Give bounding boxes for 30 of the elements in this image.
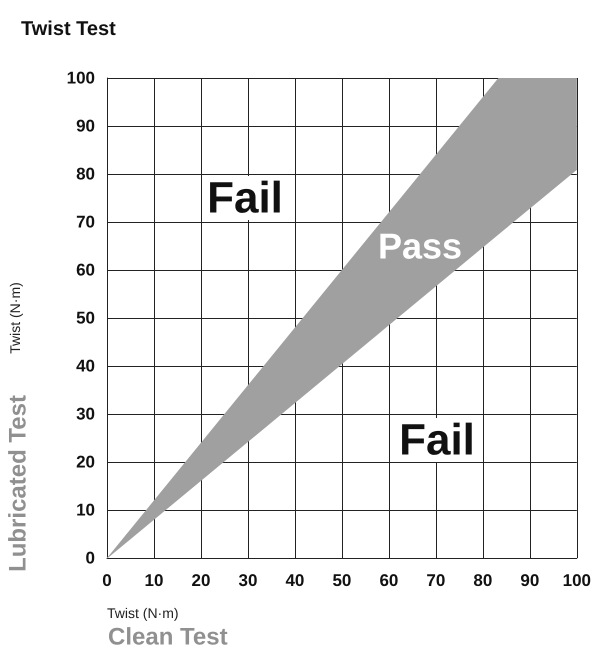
y-tick-label: 40 <box>76 356 95 376</box>
y-tick-label: 70 <box>76 212 95 232</box>
x-tick-label: 10 <box>144 571 164 590</box>
x-tick-label: 100 <box>562 571 592 590</box>
text: Clean Test <box>108 624 228 650</box>
x-axis-title: Twist (N·m) <box>107 605 179 621</box>
x-tick-label: 80 <box>473 571 492 590</box>
annotation: Pass <box>378 226 462 266</box>
x-tick-label: 0 <box>102 571 112 590</box>
x-tick-label: 70 <box>426 571 446 590</box>
annotation: Fail <box>399 416 475 464</box>
y-tick-label: 80 <box>76 164 95 184</box>
y-axis-title: Twist (N·m) <box>7 282 23 354</box>
x-tick-label: 90 <box>520 571 540 590</box>
annotation: Fail <box>207 174 283 222</box>
x-tick-label: 40 <box>285 571 304 590</box>
y-tick-label: 60 <box>76 260 95 280</box>
y-tick-label: 90 <box>76 116 95 136</box>
x-tick-label: 30 <box>238 571 258 590</box>
y-tick-label: 50 <box>76 308 95 328</box>
x-tick-label: 50 <box>332 571 352 590</box>
text: Lubricated Test <box>4 394 32 572</box>
chart-title: Twist Test <box>21 18 116 40</box>
y-tick-label: 30 <box>76 404 95 424</box>
y-tick-label: 0 <box>86 548 95 568</box>
y-tick-label: 20 <box>76 452 95 472</box>
y-tick-label: 100 <box>66 68 95 88</box>
x-tick-label: 20 <box>192 571 210 590</box>
x-tick-label: 60 <box>379 571 398 590</box>
y-tick-label: 10 <box>76 500 95 520</box>
